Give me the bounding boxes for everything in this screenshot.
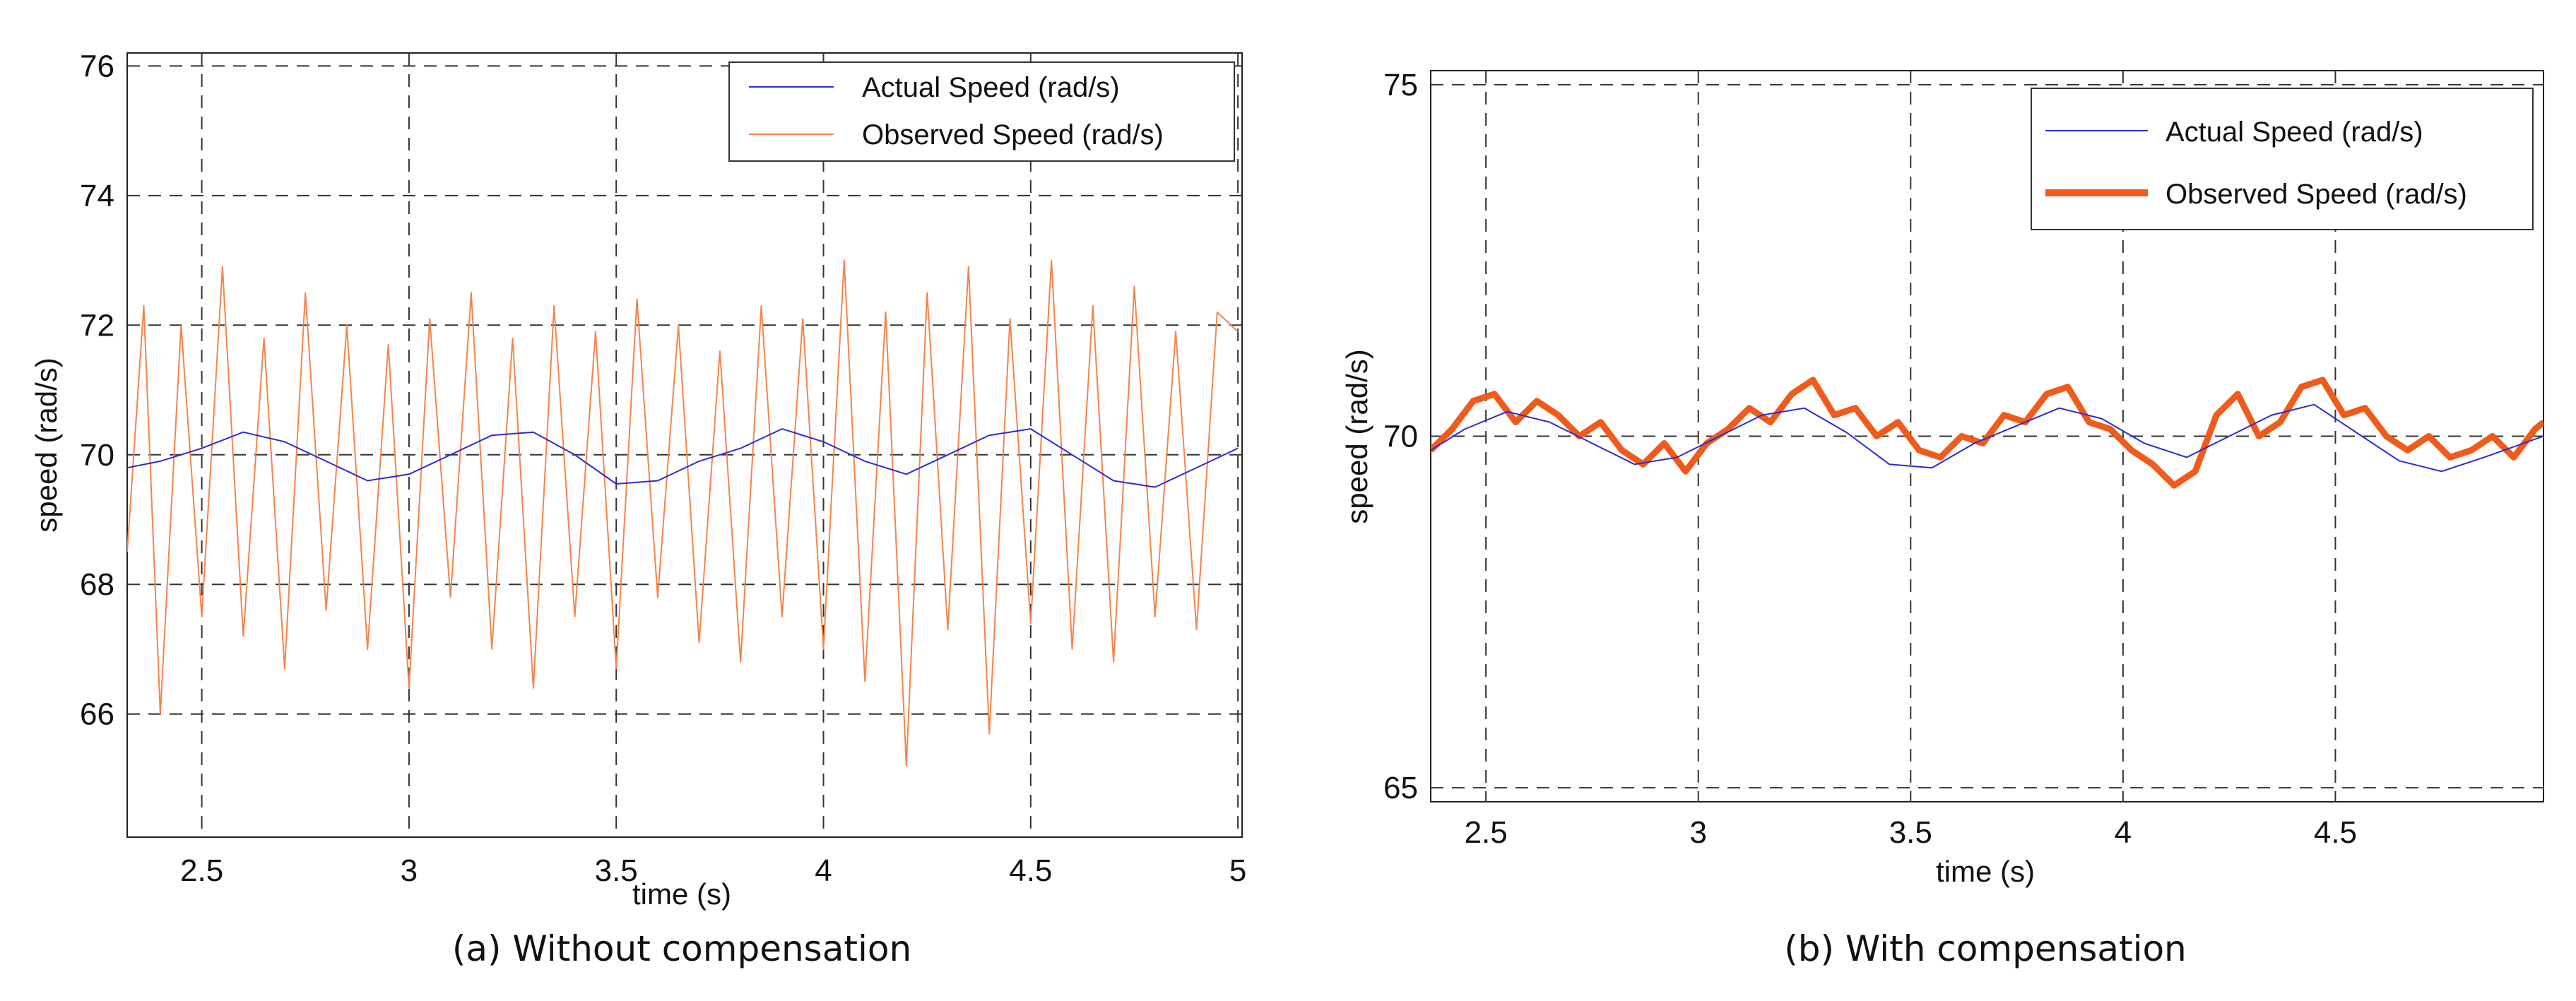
x-tick-label: 4 [815,853,832,888]
chart-a-series [127,259,1239,767]
y-tick-label: 76 [80,49,114,83]
x-tick-label: 2.5 [1465,815,1508,850]
chart-a: 2.5 3 3.5 4 4.5 5 66 68 70 72 74 76 Actual Speed (r… [30,49,1246,969]
chart-b-legend-observed-label: Observed Speed (rad/s) [2166,179,2467,210]
y-tick-label: 75 [1383,68,1418,102]
x-tick-label: 3.5 [595,853,638,888]
x-tick-label: 3 [401,853,418,888]
x-tick-label: 4.5 [2314,815,2357,850]
x-tick-label: 5 [1229,853,1246,888]
chart-b-x-axis-label: time (s) [1936,855,2035,888]
x-tick-label: 3.5 [1889,815,1932,850]
chart-a-caption: (a) Without compensation [452,928,911,969]
chart-a-ticks: 2.5 3 3.5 4 4.5 5 66 68 70 72 74 76 [80,49,1246,888]
chart-b-caption: (b) With compensation [1784,928,2187,969]
y-tick-label: 72 [80,308,114,343]
chart-a-legend-actual-label: Actual Speed (rad/s) [862,72,1120,103]
chart-b: 2.5 3 3.5 4 4.5 65 70 75 Actual Speed (rad/s) O… [1340,68,2544,969]
y-tick-label: 70 [1383,420,1418,454]
chart-b-y-axis-label: speed (rad/s) [1340,349,1373,523]
actual-speed-line [127,428,1239,488]
y-tick-label: 70 [80,438,114,473]
actual-speed-line [1431,403,2543,473]
y-tick-label: 65 [1383,771,1418,805]
x-tick-label: 3 [1689,815,1706,850]
y-tick-label: 74 [80,179,114,213]
x-tick-label: 2.5 [180,853,223,888]
observed-speed-line [1431,377,2543,489]
y-tick-label: 68 [80,567,114,602]
chart-b-legend: Actual Speed (rad/s) Observed Speed (rad… [2031,88,2534,230]
x-tick-label: 4.5 [1009,853,1052,888]
chart-a-y-axis-label: speed (rad/s) [30,357,63,532]
observed-speed-line [127,259,1239,767]
chart-b-series [1431,377,2543,489]
chart-b-legend-actual-label: Actual Speed (rad/s) [2166,117,2423,148]
chart-a-plot-area [126,52,1243,838]
chart-a-legend: Actual Speed (rad/s) Observed Speed (rad… [728,61,1235,162]
chart-a-legend-observed-label: Observed Speed (rad/s) [862,119,1164,150]
chart-b-legend-box [2031,88,2534,230]
chart-a-legend-box [728,61,1235,162]
chart-b-ticks: 2.5 3 3.5 4 4.5 65 70 75 [1383,68,2357,850]
x-tick-label: 4 [2115,815,2132,850]
chart-a-x-axis-label: time (s) [632,877,731,911]
chart-a-grid [127,53,1242,837]
y-tick-label: 66 [80,697,114,732]
